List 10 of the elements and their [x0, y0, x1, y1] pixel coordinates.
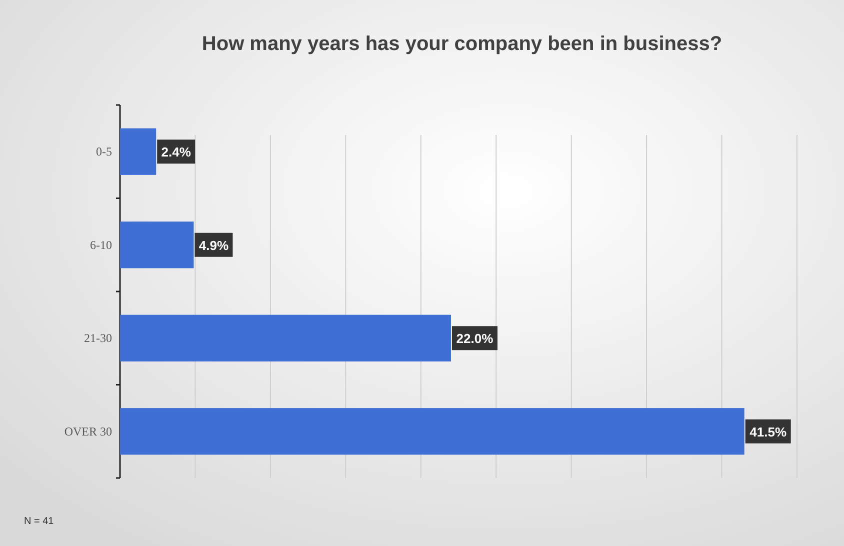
data-label: 22.0%: [456, 331, 494, 346]
data-label: 41.5%: [750, 424, 787, 440]
chart-title: How many years has your company been in business?: [202, 33, 722, 55]
data-label: 2.4%: [161, 144, 192, 160]
y-tick-label: 21-30: [84, 331, 112, 346]
data-label: 4.9%: [198, 238, 229, 253]
y-tick-label: 6-10: [90, 238, 112, 252]
y-tick-label: OVER 30: [64, 424, 112, 438]
y-tick-label: 0-5: [96, 144, 112, 159]
text: N = 41: [24, 516, 54, 527]
